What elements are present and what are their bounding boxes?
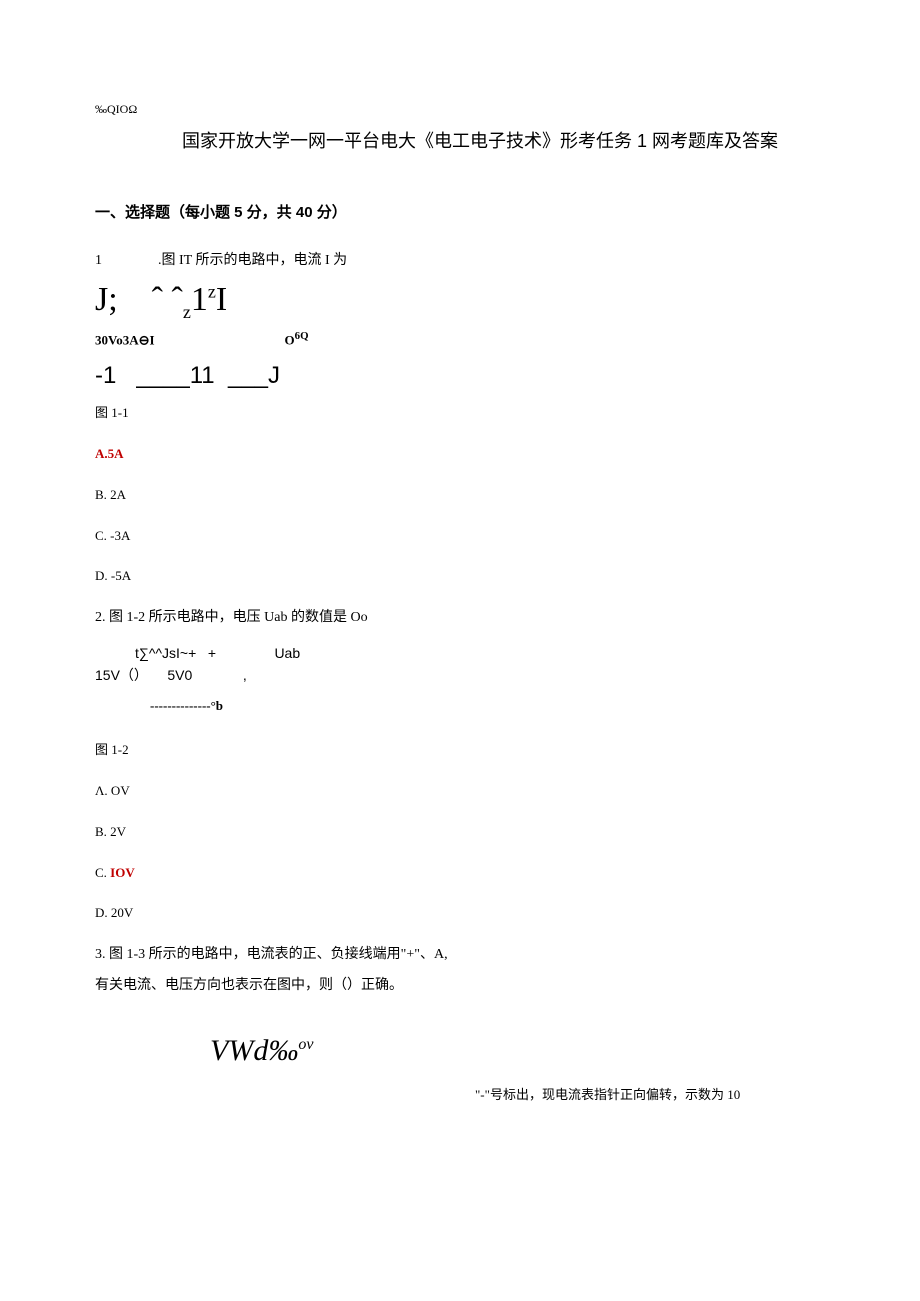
q2-option-a: Λ. OV: [95, 781, 825, 802]
q1-diag-l3: -1 ____11 ___J: [95, 362, 280, 389]
q2-optc-prefix: C.: [95, 865, 110, 880]
q3-diag-text: VWd‰: [210, 1034, 298, 1067]
q3-diag-sup: ov: [298, 1036, 313, 1053]
q2-diag-l1: t∑^^JsI~+ + Uab: [135, 642, 825, 664]
q3-line2: 有关电流、电压方向也表示在图中，则（）正确。: [95, 975, 825, 997]
q1-number: 1: [95, 253, 102, 268]
section-header: 一、选择题（每小题 5 分，共 40 分）: [95, 201, 825, 225]
q1-figure-label: 图 1-1: [95, 403, 825, 424]
q1-diag-l1-sub: z: [183, 302, 191, 322]
q1-body: .图 IT 所示的电路中，电流 I 为: [158, 253, 347, 268]
question-1: 1.图 IT 所示的电路中，电流 I 为 J; ˆ ˆz1zI 30Vo3A⊖I…: [95, 250, 825, 587]
q1-diag-l1a: J; ˆ ˆ: [95, 281, 183, 318]
q1-diag-l1-end: I: [216, 281, 227, 318]
q1-option-a: A.5A: [95, 444, 825, 465]
q1-diag-l2-sup: 6Q: [295, 330, 309, 342]
q2-option-b: B. 2V: [95, 822, 825, 843]
q2-option-d: D. 20V: [95, 903, 825, 924]
q1-diagram-line3: -1 ____11 ___J: [95, 353, 825, 391]
question-2: 2. 图 1-2 所示电路中，电压 Uab 的数值是 Oo t∑^^JsI~+ …: [95, 607, 825, 924]
q3-diagram: VWd‰ov: [210, 1027, 825, 1075]
q1-diag-l2-left: 30Vo3A⊖I: [95, 332, 155, 347]
q2-diag-l2: 15V（） 5V0 ,: [95, 664, 825, 686]
q2-option-c: C. IOV: [95, 863, 825, 884]
q1-text: 1 .图 IT 所示的电路中，电流 I 为: [95, 250, 825, 272]
q1-answer-a: A.5A: [95, 446, 124, 461]
q2-diag-l3: --------------°b: [150, 696, 825, 717]
header-code: ‰QIOΩ: [95, 100, 825, 119]
q1-option-c: C. -3A: [95, 526, 825, 547]
q1-option-b: B. 2A: [95, 485, 825, 506]
q3-right-text: "-"号标出，现电流表指针正向偏转，示数为 10: [475, 1085, 825, 1106]
q1-diag-l1-sup: z: [208, 282, 216, 302]
page-title: 国家开放大学一网一平台电大《电工电子技术》形考任务 1 网考题库及答案: [135, 127, 825, 156]
q1-option-d: D. -5A: [95, 566, 825, 587]
q1-diagram-line2: 30Vo3A⊖I O6Q: [95, 328, 825, 351]
q2-figure-label: 图 1-2: [95, 740, 825, 761]
q2-answer-c: IOV: [110, 865, 135, 880]
question-3: 3. 图 1-3 所示的电路中，电流表的正、负接线端用"+"、A, 有关电流、电…: [95, 944, 825, 1106]
q1-diag-l2-right: O: [285, 332, 295, 347]
q3-line1: 3. 图 1-3 所示的电路中，电流表的正、负接线端用"+"、A,: [95, 944, 825, 966]
q2-text: 2. 图 1-2 所示电路中，电压 Uab 的数值是 Oo: [95, 607, 825, 629]
q1-diagram-line1: J; ˆ ˆz1zI: [95, 280, 825, 323]
q2-diagram: t∑^^JsI~+ + Uab 15V（） 5V0 , ------------…: [95, 642, 825, 718]
q1-diag-l1-right: 1: [191, 281, 208, 318]
